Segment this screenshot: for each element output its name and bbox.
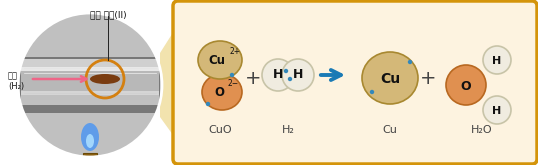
Bar <box>21 95 159 105</box>
Text: Cu: Cu <box>383 125 398 135</box>
Ellipse shape <box>198 41 242 79</box>
Text: Cu: Cu <box>209 54 225 67</box>
Bar <box>21 91 159 95</box>
Ellipse shape <box>90 74 120 84</box>
FancyBboxPatch shape <box>173 1 537 164</box>
Bar <box>21 71 159 91</box>
Circle shape <box>370 90 374 94</box>
Text: H: H <box>273 68 283 82</box>
Circle shape <box>230 73 234 77</box>
Text: 수소
(H₂): 수소 (H₂) <box>8 71 24 91</box>
Text: Cu: Cu <box>380 72 400 86</box>
Bar <box>21 67 159 71</box>
Ellipse shape <box>262 59 294 91</box>
Ellipse shape <box>282 59 314 91</box>
Text: H: H <box>492 106 501 116</box>
Text: 2+: 2+ <box>230 48 241 56</box>
Bar <box>20 57 160 113</box>
Text: +: + <box>420 68 436 87</box>
Text: H: H <box>492 56 501 66</box>
Circle shape <box>288 77 292 81</box>
Text: CuO: CuO <box>208 125 232 135</box>
Ellipse shape <box>362 52 418 104</box>
Text: 산화 구리(II): 산화 구리(II) <box>90 10 126 19</box>
Ellipse shape <box>483 96 511 124</box>
Circle shape <box>206 102 210 106</box>
Circle shape <box>284 69 288 73</box>
Polygon shape <box>160 12 186 153</box>
Bar <box>83 153 97 165</box>
Text: 2−: 2− <box>228 80 239 88</box>
Text: O: O <box>214 86 224 99</box>
Ellipse shape <box>86 134 94 148</box>
Ellipse shape <box>446 65 486 105</box>
Ellipse shape <box>483 46 511 74</box>
Ellipse shape <box>202 74 242 110</box>
Text: O: O <box>461 80 471 93</box>
Text: H₂: H₂ <box>281 125 294 135</box>
Circle shape <box>18 13 162 157</box>
Circle shape <box>408 60 412 64</box>
Text: H: H <box>293 68 303 82</box>
Ellipse shape <box>81 123 99 151</box>
Bar <box>21 59 159 67</box>
Text: +: + <box>245 68 261 87</box>
Text: H₂O: H₂O <box>471 125 493 135</box>
